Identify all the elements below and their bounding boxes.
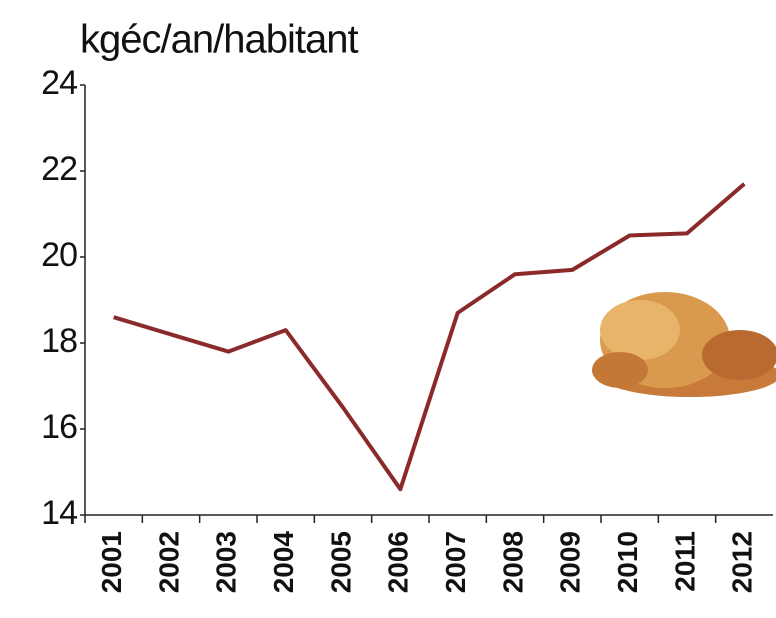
y-tick-label: 18: [41, 322, 77, 360]
x-tick-label: 2005: [325, 531, 356, 593]
x-tick-label: 2010: [612, 531, 643, 593]
x-tick-label: 2012: [727, 531, 758, 593]
x-tick-label: 2003: [211, 531, 242, 593]
y-tick-label: 14: [41, 494, 77, 532]
x-tick-label: 2008: [497, 531, 528, 593]
y-tick-label: 22: [41, 150, 77, 188]
x-tick-label: 2004: [268, 531, 299, 594]
chart-title: kgéc/an/habitant: [80, 18, 358, 62]
x-tick-label: 2007: [440, 531, 471, 593]
y-tick-label: 20: [41, 236, 77, 274]
y-tick-label: 16: [41, 408, 77, 446]
x-tick-label: 2006: [383, 531, 414, 593]
x-tick-label: 2002: [153, 531, 184, 593]
line-series: [113, 182, 746, 492]
x-tick-label: 2011: [669, 531, 700, 592]
chicken-illustration: [592, 292, 776, 397]
x-tick-label: 2009: [555, 531, 586, 593]
y-tick-label: 24: [41, 64, 77, 102]
x-tick-label: 2001: [96, 531, 127, 593]
